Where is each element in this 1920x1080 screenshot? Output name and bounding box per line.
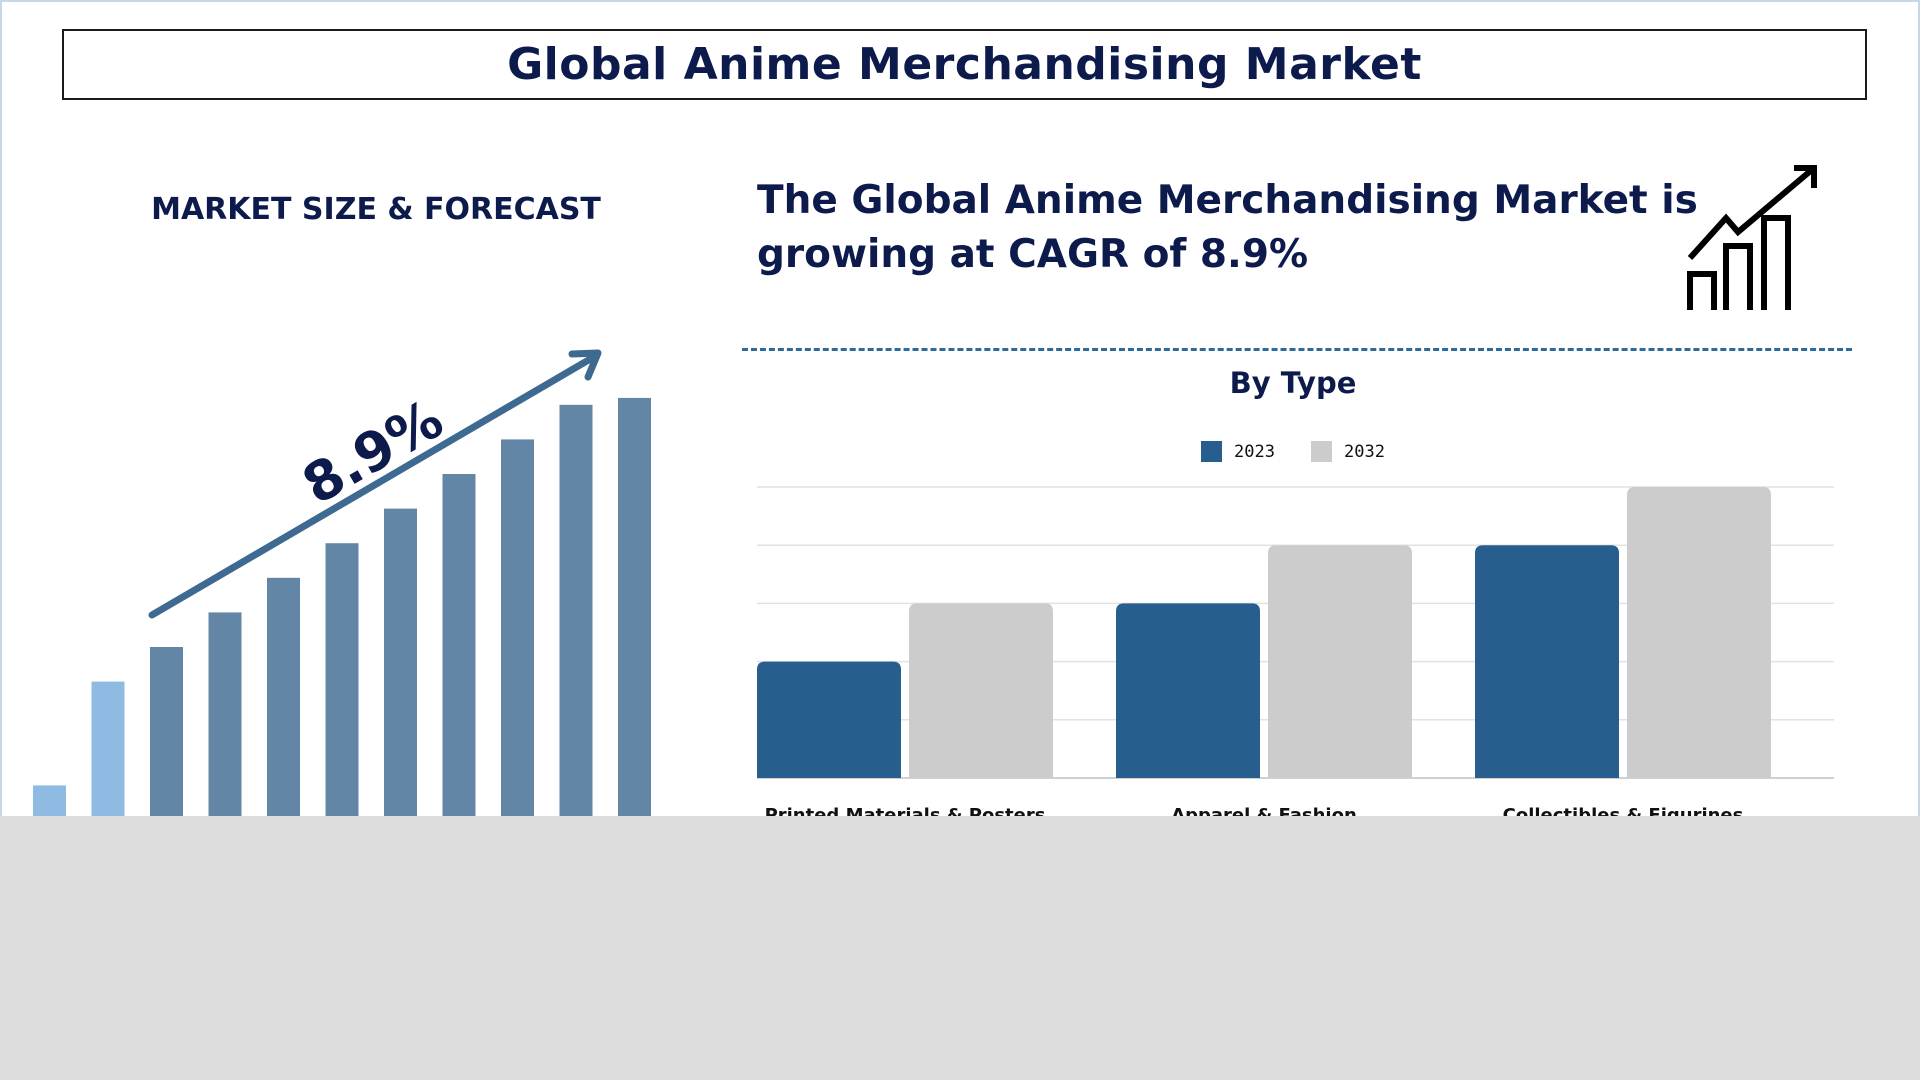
growth-arrow-head (568, 349, 602, 381)
growth-chart-icon (1687, 165, 1817, 310)
section-divider (742, 348, 1852, 351)
forecast-bar-10 (618, 397, 651, 820)
forecast-bar-3 (208, 612, 242, 820)
forecast-bar-7 (442, 474, 476, 820)
cagr-rotated-label: 8.9% (292, 387, 453, 516)
growth-arrow (148, 349, 602, 619)
bar-2032-1 (1268, 545, 1412, 778)
forecast-bar-8 (501, 439, 534, 820)
legend-item-2023: 2023 (1201, 441, 1275, 462)
bottom-overlay (0, 816, 1920, 1080)
growth-arrow-line (148, 354, 596, 619)
chart-bars (757, 487, 1771, 778)
forecast-bar-0 (33, 785, 66, 820)
by-type-bar-chart: Printed Materials & PostersApparel & Fas… (757, 486, 1834, 826)
title-box: Global Anime Merchandising Market (62, 29, 1867, 100)
bar-2023-2 (1475, 545, 1619, 778)
forecast-bars (33, 397, 651, 820)
forecast-bar-6 (384, 508, 417, 820)
forecast-bar-2 (150, 647, 183, 820)
legend-item-2032: 2032 (1311, 441, 1385, 462)
legend-swatch-2032 (1311, 441, 1332, 462)
forecast-bar-1 (91, 681, 125, 820)
legend-label-2032: 2032 (1344, 441, 1385, 462)
forecast-bar-4 (267, 577, 300, 820)
bar-2032-2 (1627, 487, 1771, 778)
forecast-chart: 8.9% (33, 349, 651, 820)
by-type-title: By Type (1229, 366, 1357, 400)
legend-swatch-2023 (1201, 441, 1223, 462)
forecast-bar-9 (559, 404, 593, 820)
bar-2023-1 (1116, 603, 1260, 778)
market-size-heading: MARKET SIZE & FORECAST (151, 192, 601, 227)
legend-label-2023: 2023 (1234, 441, 1275, 462)
cagr-headline: The Global Anime Merchandising Market is… (757, 178, 1698, 277)
chart-legend: 2023 2032 (742, 441, 1844, 462)
page-title: Global Anime Merchandising Market (507, 39, 1422, 90)
bar-2023-0 (757, 661, 901, 778)
bar-2032-0 (909, 603, 1053, 778)
forecast-bar-5 (325, 543, 359, 820)
